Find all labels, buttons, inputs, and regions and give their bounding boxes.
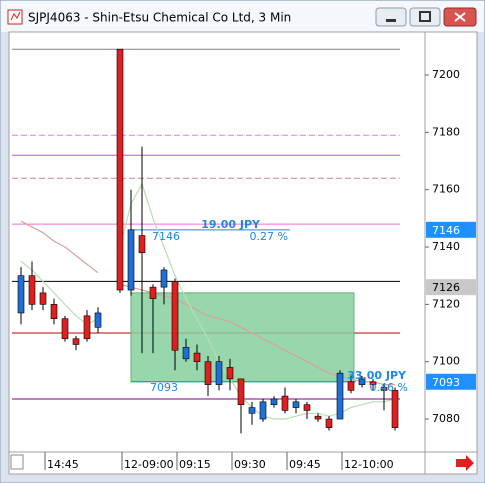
candle-body xyxy=(248,407,256,414)
candle-body xyxy=(391,390,399,428)
candle-body xyxy=(204,361,212,385)
x-tick-label: 09:30 xyxy=(234,458,266,471)
candle-body xyxy=(83,315,91,340)
annotation: 0.46 % xyxy=(370,381,408,394)
price-marker xyxy=(426,373,476,390)
candle-body xyxy=(369,381,377,385)
minimize-button[interactable] xyxy=(375,7,407,27)
candle-body xyxy=(39,292,47,305)
candle-body xyxy=(72,338,80,345)
candle-body xyxy=(50,304,58,319)
candle-body xyxy=(94,312,102,328)
price-marker xyxy=(426,221,476,238)
annotation: 0.27 % xyxy=(250,230,288,243)
candle-body xyxy=(149,286,157,299)
candle-body xyxy=(270,398,278,405)
close-glyph xyxy=(454,12,466,22)
candle-body xyxy=(160,269,168,288)
y-tick-label: 7140 xyxy=(432,240,460,253)
y-tick-label: 7120 xyxy=(432,297,460,310)
x-tick-label: 09:45 xyxy=(289,458,321,471)
candle-body xyxy=(380,387,388,391)
y-tick-label: 7100 xyxy=(432,355,460,368)
price-marker-label: 7146 xyxy=(432,224,460,237)
candle-body xyxy=(17,275,25,314)
annotation: 7093 xyxy=(150,381,178,394)
x-tick-label: 09:15 xyxy=(179,458,211,471)
candle-body xyxy=(215,361,223,385)
scroll-box[interactable] xyxy=(10,454,24,470)
candle-body xyxy=(347,381,355,391)
candle-body xyxy=(237,378,245,405)
candle-body xyxy=(116,48,124,291)
window-title: SJPJ4063 - Shin-Etsu Chemical Co Ltd, 3 … xyxy=(28,11,291,25)
candle-body xyxy=(127,229,135,291)
candle-body xyxy=(61,318,69,340)
candle-body xyxy=(292,401,300,408)
app-icon xyxy=(7,9,23,25)
candle-body xyxy=(182,347,190,360)
x-tick-label: 12-10:00 xyxy=(344,458,394,471)
scroll-arrow[interactable] xyxy=(456,455,474,471)
maximize-glyph xyxy=(419,11,431,22)
candle-body xyxy=(281,395,289,411)
x-tick-label: 14:45 xyxy=(47,458,79,471)
candle-body xyxy=(314,415,322,420)
y-tick-label: 7160 xyxy=(432,183,460,196)
minimize-glyph xyxy=(386,19,396,22)
y-tick-label: 7200 xyxy=(432,68,460,81)
price-marker xyxy=(426,279,476,296)
price-marker-label: 7126 xyxy=(432,281,460,294)
maximize-button[interactable] xyxy=(409,7,441,27)
y-tick-label: 7180 xyxy=(432,125,460,138)
chart-area xyxy=(8,31,478,475)
candle-body xyxy=(325,418,333,428)
annotation: 19.00 JPY xyxy=(201,218,261,231)
moving-average xyxy=(20,220,395,386)
candle-body xyxy=(358,378,366,385)
candle-body xyxy=(138,235,146,254)
annotation: 7146 xyxy=(152,230,180,243)
candle-body xyxy=(336,372,344,420)
candle-body xyxy=(259,401,267,420)
candle-body xyxy=(28,275,36,305)
candle-body xyxy=(303,404,311,411)
y-tick-label: 7080 xyxy=(432,412,460,425)
annotation: 33.00 JPY xyxy=(347,369,407,382)
app-icon-glyph xyxy=(10,11,21,21)
candle-body xyxy=(226,367,234,380)
price-marker-label: 7093 xyxy=(432,376,460,389)
candle-body xyxy=(193,352,201,362)
x-tick-label: 12-09:00 xyxy=(124,458,174,471)
candle-body xyxy=(171,281,179,351)
